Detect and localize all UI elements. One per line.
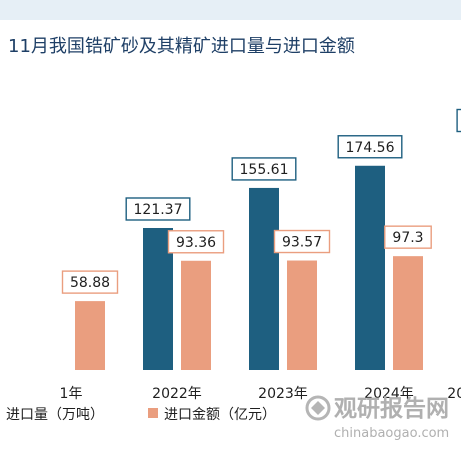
chart-title: 11月我国锆矿砂及其精矿进口量与进口金额 <box>8 36 355 57</box>
value-label-0-3: 174.56 <box>346 140 395 156</box>
value-label-1-2: 93.57 <box>282 235 322 251</box>
x-tick-1: 2022年 <box>152 386 202 402</box>
value-label-1-0: 58.88 <box>70 275 110 291</box>
header-band <box>0 0 461 20</box>
value-label-box-1-3 <box>384 225 432 249</box>
watermark-url: chinabaogao.com <box>334 426 449 441</box>
value-label-1-1: 93.36 <box>176 235 216 251</box>
legend: 进口量（万吨） 进口金额（亿元） <box>6 407 276 423</box>
watermark-brand: 观研报告网 <box>334 396 449 422</box>
watermark: 观研报告网 chinabaogao.com <box>305 395 449 441</box>
watermark-logo-icon <box>305 395 331 421</box>
value-label-box-1-0 <box>61 270 119 294</box>
value-label-1-3: 97.3 <box>392 230 423 246</box>
bar-import-amount-0 <box>75 301 105 370</box>
value-label-box-0-2 <box>231 157 297 181</box>
x-tick-4: 2025年1-11月 <box>447 386 461 402</box>
x-tick-3: 2024年 <box>364 386 414 402</box>
legend-label-import-volume: 进口量（万吨） <box>6 407 104 423</box>
value-label-box-1-1 <box>167 230 225 254</box>
bar-import-amount-3 <box>393 256 423 370</box>
bar-import-amount-1 <box>181 260 211 370</box>
value-label-0-1: 121.37 <box>134 202 183 218</box>
bars-layer <box>75 165 423 370</box>
value-label-box-0-1 <box>125 197 191 221</box>
value-label-box-0-4 <box>456 108 461 133</box>
value-label-box-1-2 <box>273 229 331 254</box>
bar-import-volume-2 <box>249 187 279 370</box>
value-label-0-2: 155.61 <box>240 162 289 178</box>
value-label-box-0-3 <box>337 135 403 159</box>
bar-import-volume-3 <box>355 165 385 370</box>
bar-import-amount-2 <box>287 260 317 370</box>
x-tick-0: 1年 <box>60 386 83 402</box>
legend-swatch-imports-amount <box>148 408 158 418</box>
legend-label-import-amount: 进口金额（亿元） <box>164 407 276 423</box>
x-tick-2: 2023年 <box>258 386 308 402</box>
value-labels-layer: 58.88121.3793.36155.6193.57174.5697.3197… <box>61 108 461 294</box>
x-axis-ticks: 1年 2022年 2023年 2024年 2025年1-11月 <box>60 386 461 402</box>
